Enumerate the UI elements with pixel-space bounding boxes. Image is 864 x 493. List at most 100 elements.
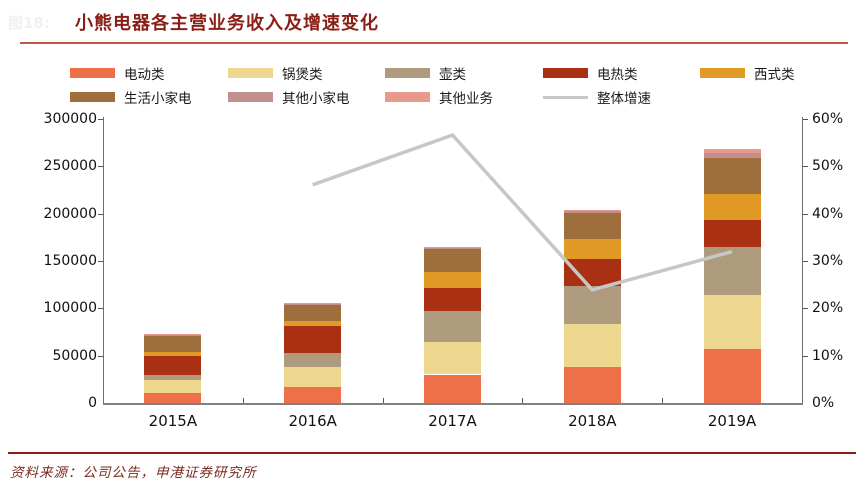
- bar-segment: [563, 259, 621, 286]
- y-axis-tick-label-right: 40%: [812, 205, 844, 222]
- legend-color-swatch-icon: [385, 92, 430, 102]
- bar-segment: [284, 320, 342, 326]
- source-note: 资料来源：公司公告，申港证券研究所: [10, 465, 257, 481]
- y-axis-tick-label-left: 300000: [43, 111, 97, 127]
- y-axis-tick-mark: [803, 355, 808, 357]
- legend-color-swatch-icon: [228, 68, 273, 78]
- y-axis-tick-label-right: 60%: [812, 111, 844, 127]
- bar-segment: [424, 287, 481, 311]
- bar-segment: [284, 303, 342, 305]
- legend-line-swatch-icon: [543, 95, 588, 99]
- bar-segment: [144, 335, 202, 353]
- x-axis-tick-label: 2018A: [568, 412, 617, 430]
- legend-item: 锅煲类: [228, 66, 323, 83]
- legend-color-swatch-icon: [70, 68, 115, 78]
- bar-segment: [563, 211, 621, 213]
- y-axis-tick-mark: [98, 119, 103, 120]
- legend-label: 锅煲类: [282, 67, 323, 83]
- legend-label: 壶类: [439, 67, 466, 83]
- legend-item: 其他业务: [385, 90, 493, 107]
- y-axis-tick-mark: [803, 166, 808, 168]
- bar-segment: [144, 352, 202, 357]
- bar-segment: [284, 325, 342, 353]
- x-axis-tick-mark: [242, 398, 244, 403]
- legend-label: 生活小家电: [124, 91, 192, 107]
- bar-segment: [144, 334, 202, 335]
- bar-segment: [703, 194, 761, 221]
- x-axis-tick-mark: [522, 398, 524, 403]
- bar-segment: [424, 342, 481, 375]
- y-axis-tick-label-right: 30%: [812, 253, 844, 269]
- y-axis-tick-mark: [98, 308, 103, 310]
- footer-divider: [8, 452, 856, 454]
- bar-segment: [424, 272, 481, 288]
- bar-segment: [284, 387, 342, 403]
- legend-item: 西式类: [700, 66, 795, 83]
- bar-segment: [563, 324, 621, 367]
- legend-label: 其他业务: [439, 91, 493, 107]
- bar-segment: [424, 374, 481, 403]
- y-axis-tick-label-right: 20%: [812, 300, 844, 317]
- bar-segment: [563, 285, 621, 325]
- y-axis-tick-label-left: 200000: [43, 205, 97, 222]
- y-axis-tick-label-right: 10%: [812, 347, 844, 364]
- y-axis-tick-mark: [98, 355, 103, 357]
- title-divider: [20, 42, 848, 44]
- left-y-axis-line: [103, 117, 104, 403]
- bar-segment: [563, 209, 621, 212]
- y-axis-tick-mark: [98, 166, 103, 168]
- y-axis-tick-mark: [803, 308, 808, 310]
- legend-color-swatch-icon: [543, 68, 588, 78]
- right-y-axis-line: [802, 117, 803, 403]
- bar-segment: [703, 348, 761, 403]
- legend-color-swatch-icon: [70, 92, 115, 102]
- legend-label: 电动类: [124, 67, 165, 83]
- legend-item: 其他小家电: [228, 90, 350, 107]
- legend-label: 电热类: [597, 67, 638, 83]
- bar-segment: [563, 212, 621, 240]
- bar-segment: [144, 374, 202, 380]
- bar-segment: [424, 247, 481, 248]
- y-axis-tick-mark: [803, 261, 808, 262]
- bar-segment: [284, 304, 342, 321]
- y-axis-tick-label-left: 150000: [43, 253, 97, 269]
- bar-segment: [424, 248, 481, 273]
- bar-segment: [424, 247, 481, 249]
- bar-segment: [284, 352, 342, 367]
- legend-label: 其他小家电: [282, 91, 350, 107]
- x-axis-tick-label: 2016A: [288, 412, 337, 430]
- bar-segment: [703, 148, 761, 153]
- y-axis-tick-label-left: 0: [88, 395, 97, 411]
- chart-title: 小熊电器各主营业务收入及增速变化: [75, 13, 379, 34]
- bar-segment: [703, 220, 761, 247]
- y-axis-tick-label-right: 0%: [812, 395, 835, 411]
- bar-segment: [563, 239, 621, 259]
- legend-item: 整体增速: [543, 90, 651, 107]
- y-axis-tick-label-left: 250000: [43, 158, 97, 175]
- bar-segment: [703, 295, 761, 349]
- legend-item: 生活小家电: [70, 90, 192, 107]
- y-axis-tick-label-left: 50000: [52, 347, 97, 364]
- bar-segment: [144, 379, 202, 394]
- x-axis-tick-label: 2017A: [428, 412, 477, 430]
- legend-item: 电动类: [70, 66, 165, 83]
- legend-item: 电热类: [543, 66, 638, 83]
- bar-segment: [144, 334, 202, 336]
- y-axis-tick-mark: [803, 119, 808, 120]
- x-axis-tick-label: 2019A: [707, 412, 757, 430]
- bar-segment: [563, 366, 621, 403]
- bar-segment: [424, 310, 481, 343]
- y-axis-tick-mark: [803, 213, 808, 215]
- bar-segment: [144, 393, 202, 403]
- bar-segment: [144, 356, 202, 375]
- x-axis-tick-label: 2015A: [148, 412, 198, 430]
- y-axis-tick-mark: [98, 261, 103, 262]
- x-axis-line: [103, 403, 803, 405]
- bar-segment: [284, 366, 342, 388]
- y-axis-tick-label-left: 100000: [43, 300, 97, 317]
- legend-label: 整体增速: [597, 91, 651, 107]
- figure-number: 图18:: [8, 14, 50, 32]
- x-axis-tick-mark: [662, 398, 664, 403]
- y-axis-tick-label-right: 50%: [812, 158, 844, 175]
